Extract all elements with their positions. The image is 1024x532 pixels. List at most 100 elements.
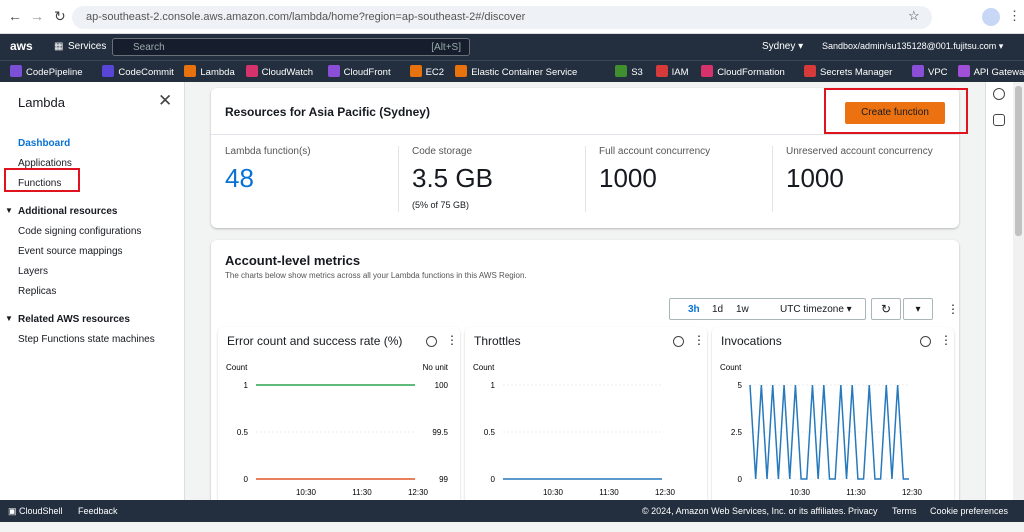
settings-icon[interactable]	[993, 114, 1005, 126]
section-toggle[interactable]: ▼	[5, 314, 13, 323]
feedback-link[interactable]: Feedback	[78, 506, 118, 516]
axis-label: No unit	[423, 363, 449, 372]
refresh-options[interactable]: ▾	[903, 298, 933, 320]
stat-label: Unreserved account concurrency	[786, 146, 933, 157]
nav-section-title: Additional resources	[18, 206, 117, 217]
x-tick-label: 12:30	[655, 488, 676, 497]
x-tick-label: 12:30	[902, 488, 923, 497]
footer-link[interactable]: Privacy	[848, 506, 878, 516]
footer-link[interactable]: Terms	[892, 506, 917, 516]
y-tick-label: 0	[244, 475, 249, 484]
favorite-link[interactable]: API Gateway	[958, 65, 1024, 78]
address-bar[interactable]: ap-southeast-2.console.aws.amazon.com/la…	[72, 6, 932, 29]
back-button[interactable]: ←	[8, 8, 22, 24]
scrollbar[interactable]	[1013, 82, 1024, 500]
search-box[interactable]: Search [Alt+S]	[112, 38, 470, 56]
services-menu[interactable]: Services	[68, 41, 106, 52]
range-option[interactable]: 1d	[712, 304, 723, 315]
aws-logo[interactable]: aws	[10, 39, 33, 53]
close-sidebar[interactable]: ✕	[158, 91, 172, 111]
footer-link[interactable]: Cookie preferences	[930, 506, 1008, 516]
region-name: Sydney	[762, 41, 795, 52]
chart-card: Error count and success rate (%)⋮Count10…	[218, 327, 460, 512]
account-menu[interactable]: Sandbox/admin/su135128@001.fujitsu.com ▾	[822, 41, 1003, 52]
nav-link[interactable]: Dashboard	[18, 138, 70, 149]
x-tick-label: 12:30	[408, 488, 429, 497]
y2-tick-label: 100	[435, 381, 449, 390]
nav-link[interactable]: Event source mappings	[18, 246, 123, 257]
scroll-thumb[interactable]	[1015, 86, 1022, 236]
menu-button[interactable]: ⋮	[1008, 8, 1021, 24]
favorite-label: CodePipeline	[26, 67, 83, 78]
url-text: ap-southeast-2.console.aws.amazon.com/la…	[86, 11, 525, 23]
sidebar: Lambda ✕ DashboardApplicationsFunctions▼…	[0, 82, 185, 500]
favorite-icon	[958, 65, 970, 77]
y2-tick-label: 99	[439, 475, 448, 484]
favorite-icon	[804, 65, 816, 77]
time-range-selector: 3h 1d 1w UTC timezone ▾	[669, 298, 866, 320]
region-selector[interactable]: Sydney ▾	[762, 41, 803, 52]
services-icon: ▦	[54, 41, 63, 52]
favorite-link[interactable]: CodePipeline	[10, 65, 83, 78]
forward-button[interactable]: →	[30, 8, 44, 24]
stat-value[interactable]: 48	[225, 163, 254, 194]
refresh-button[interactable]: ↻	[871, 298, 901, 320]
y-tick-label: 1	[244, 381, 249, 390]
nav-link[interactable]: Replicas	[18, 286, 56, 297]
y-tick-label: 1	[491, 381, 496, 390]
favorite-icon	[615, 65, 627, 77]
favorite-link[interactable]: CloudFormation	[701, 65, 785, 78]
chart-card: Throttles⋮Count10.5010:3011:3012:30	[465, 327, 707, 512]
favorite-link[interactable]: CloudWatch	[246, 65, 313, 78]
line-chart: Count52.5010:3011:3012:30	[712, 327, 954, 507]
y-tick-label: 0.5	[237, 428, 249, 437]
nav-link[interactable]: Code signing configurations	[18, 226, 141, 237]
y-tick-label: 5	[738, 381, 743, 390]
y2-tick-label: 99.5	[432, 428, 448, 437]
nav-section-title: Related AWS resources	[18, 314, 130, 325]
favorite-icon	[246, 65, 258, 77]
stat-label: Lambda function(s)	[225, 146, 311, 157]
search-shortcut: [Alt+S]	[431, 42, 461, 53]
favorite-link[interactable]: Lambda	[184, 65, 234, 78]
favorite-link[interactable]: CloudFront	[328, 65, 391, 78]
favorite-icon	[455, 65, 467, 77]
range-option[interactable]: 3h	[688, 304, 700, 315]
copyright: © 2024, Amazon Web Services, Inc. or its…	[642, 506, 846, 516]
y-tick-label: 2.5	[731, 428, 743, 437]
nav-link[interactable]: Layers	[18, 266, 48, 277]
reload-button[interactable]: ↻	[54, 8, 66, 25]
favorite-link[interactable]: Elastic Container Service	[455, 65, 577, 78]
favorite-label: CloudFront	[344, 67, 391, 78]
favorite-link[interactable]: S3	[615, 65, 643, 78]
y-tick-label: 0.5	[484, 428, 496, 437]
range-option[interactable]: 1w	[736, 304, 749, 315]
favorite-link[interactable]: Secrets Manager	[804, 65, 892, 78]
account-name: Sandbox/admin/su135128@001.fujitsu.com	[822, 41, 996, 51]
nav-link[interactable]: Step Functions state machines	[18, 334, 155, 345]
favorite-label: EC2	[426, 67, 444, 78]
favorite-link[interactable]: VPC	[912, 65, 948, 78]
profile-icon[interactable]	[982, 8, 1000, 26]
cloudshell-text: CloudShell	[19, 506, 63, 516]
favorites-bar: CodePipeline CodeCommit Lambda CloudWatch Cl…	[0, 60, 1024, 82]
more-button[interactable]: ⋮	[947, 302, 959, 316]
favorite-link[interactable]: CodeCommit	[102, 65, 173, 78]
section-toggle[interactable]: ▼	[5, 206, 13, 215]
stat-value: 1000	[786, 163, 844, 194]
stat-value: 3.5 GB	[412, 163, 493, 194]
stat-note: (5% of 75 GB)	[412, 200, 469, 210]
info-icon[interactable]	[993, 88, 1005, 100]
timezone-select[interactable]: UTC timezone ▾	[780, 304, 852, 315]
x-tick-label: 11:30	[846, 488, 866, 497]
cloudshell-link[interactable]: ▣ CloudShell	[8, 506, 63, 517]
resources-panel: Resources for Asia Pacific (Sydney) Crea…	[211, 88, 959, 228]
highlight-box	[824, 88, 968, 134]
y-tick-label: 0	[491, 475, 496, 484]
favorite-link[interactable]: EC2	[410, 65, 444, 78]
chart-card: Invocations⋮Count52.5010:3011:3012:30	[712, 327, 954, 512]
favorite-link[interactable]: IAM	[656, 65, 689, 78]
favorite-icon	[656, 65, 668, 77]
bookmark-star[interactable]: ☆	[908, 8, 920, 24]
